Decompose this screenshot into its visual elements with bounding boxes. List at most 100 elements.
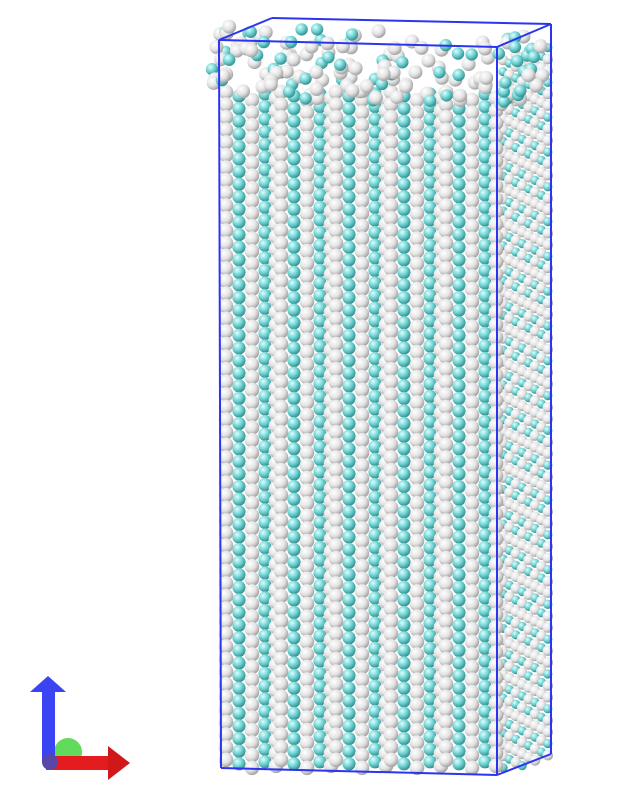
- hydrogen-atom: [299, 659, 315, 675]
- carbon-atom: [258, 100, 272, 114]
- carbon-atom: [423, 150, 437, 164]
- carbon-atom: [258, 389, 272, 403]
- hydrogen-atom: [218, 588, 234, 604]
- carbon-atom: [287, 202, 301, 216]
- carbon-atom: [368, 515, 382, 530]
- carbon-atom: [287, 240, 301, 254]
- hydrogen-atom: [438, 185, 454, 201]
- hydrogen-atom: [328, 651, 344, 667]
- hydrogen-atom: [464, 294, 480, 309]
- carbon-atom: [274, 52, 287, 65]
- carbon-atom: [368, 654, 382, 668]
- carbon-atom: [299, 92, 312, 105]
- carbon-atom: [397, 328, 411, 342]
- carbon-atom: [452, 757, 466, 771]
- hydrogen-atom: [354, 155, 370, 171]
- hydrogen-atom: [218, 500, 234, 516]
- hydrogen-atom: [299, 684, 315, 700]
- hydrogen-atom: [438, 147, 454, 163]
- hydrogen-atom: [328, 664, 344, 679]
- carbon-atom: [368, 276, 382, 290]
- hydrogen-atom: [464, 281, 480, 297]
- carbon-atom: [258, 137, 272, 151]
- carbon-atom: [232, 505, 246, 519]
- carbon-atom: [342, 454, 356, 468]
- carbon-atom: [478, 238, 492, 252]
- carbon-atom: [287, 618, 301, 632]
- carbon-atom: [232, 366, 246, 380]
- carbon-atom: [232, 190, 246, 204]
- hydrogen-atom: [383, 374, 399, 390]
- carbon-atom: [313, 251, 327, 265]
- carbon-atom: [232, 706, 246, 721]
- carbon-atom: [423, 566, 437, 580]
- carbon-atom: [342, 593, 356, 607]
- carbon-atom: [368, 301, 382, 315]
- carbon-atom: [258, 125, 272, 139]
- hydrogen-atom: [438, 122, 454, 138]
- hydrogen-atom: [438, 399, 454, 415]
- hydrogen-atom: [328, 109, 344, 125]
- carbon-atom: [478, 440, 492, 454]
- hydrogen-atom: [409, 306, 425, 322]
- carbon-atom: [452, 404, 466, 418]
- carbon-atom: [258, 175, 272, 189]
- hydrogen-atom: [218, 613, 234, 629]
- hydrogen-atom: [464, 458, 480, 473]
- carbon-atom: [478, 289, 492, 303]
- carbon-atom: [423, 415, 437, 429]
- carbon-atom: [368, 528, 382, 542]
- hydrogen-atom: [299, 143, 315, 158]
- hydrogen-atom: [354, 684, 370, 700]
- hydrogen-atom: [263, 77, 278, 92]
- carbon-atom: [313, 478, 327, 492]
- carbon-atom: [258, 704, 272, 719]
- carbon-atom: [258, 717, 272, 731]
- hydrogen-atom: [299, 760, 315, 776]
- hydrogen-atom: [383, 248, 399, 264]
- hydrogen-atom: [273, 374, 289, 390]
- carbon-atom: [342, 278, 356, 292]
- carbon-atom: [452, 328, 466, 342]
- hydrogen-atom: [354, 710, 370, 725]
- hydrogen-atom: [299, 256, 315, 272]
- hydrogen-atom: [299, 407, 315, 423]
- hydrogen-atom: [409, 710, 425, 725]
- carbon-atom: [258, 163, 272, 177]
- hydrogen-atom: [354, 596, 370, 612]
- hydrogen-atom: [464, 659, 480, 675]
- hydrogen-atom: [244, 508, 260, 524]
- hydrogen-atom: [464, 735, 480, 750]
- hydrogen-atom: [464, 483, 480, 498]
- carbon-atom: [258, 730, 272, 744]
- carbon-atom: [478, 604, 492, 618]
- carbon-atom: [287, 303, 301, 317]
- carbon-atom: [342, 177, 356, 191]
- hydrogen-atom: [299, 495, 315, 511]
- hydrogen-atom: [409, 256, 425, 272]
- hydrogen-atom: [354, 483, 370, 498]
- hydrogen-atom: [383, 198, 399, 213]
- carbon-atom: [342, 669, 356, 683]
- hydrogen-atom: [244, 420, 260, 435]
- carbon-atom: [368, 339, 382, 353]
- carbon-atom: [287, 480, 301, 494]
- carbon-atom: [478, 566, 492, 580]
- carbon-atom: [287, 656, 301, 670]
- carbon-atom: [313, 188, 327, 202]
- carbon-atom: [232, 631, 246, 645]
- hydrogen-atom: [328, 122, 344, 138]
- hydrogen-atom: [244, 432, 260, 448]
- carbon-atom: [342, 631, 356, 645]
- hydrogen-atom: [409, 155, 425, 171]
- hydrogen-atom: [438, 676, 454, 692]
- hydrogen-atom: [438, 223, 454, 238]
- carbon-atom: [287, 114, 301, 128]
- carbon-atom: [423, 276, 437, 290]
- carbon-atom: [423, 263, 437, 277]
- hydrogen-atom: [328, 273, 344, 289]
- carbon-atom: [497, 95, 510, 108]
- carbon-atom: [423, 742, 437, 756]
- carbon-atom: [423, 314, 437, 328]
